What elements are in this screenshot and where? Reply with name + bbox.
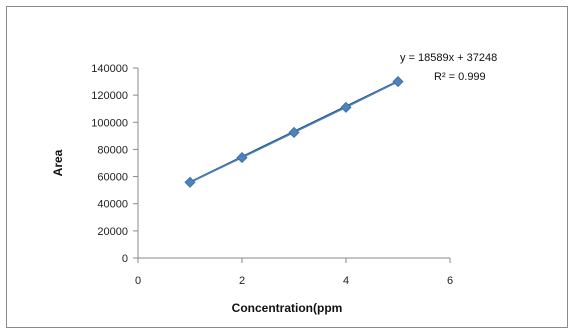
y-tick-label: 40000 [97,199,128,211]
trendline-equation: y = 18589x + 37248 [400,52,497,64]
data-point [340,101,352,113]
series-group [184,76,404,188]
y-tick-label: 60000 [97,172,128,184]
data-point [288,126,300,139]
x-tick-label: 0 [135,275,141,287]
y-tick-label: 0 [122,253,128,265]
r-squared-label: R² = 0.999 [434,71,486,83]
y-tick-label: 120000 [91,90,128,102]
chart-frame [6,6,568,328]
axes [137,68,450,259]
data-point [392,76,404,88]
y-tick-label: 100000 [91,117,128,129]
x-tick-label: 2 [239,275,245,287]
data-point [236,152,248,164]
y-axis-ticks: 0 20000 40000 60000 80000 100000 120000 140000 [91,63,138,265]
y-axis-title: Area [51,149,65,176]
y-tick-label: 80000 [97,144,128,156]
y-tick-label: 140000 [91,63,128,75]
x-tick-label: 4 [343,275,349,287]
data-point [184,176,196,188]
y-tick-label: 20000 [97,226,128,238]
x-tick-label: 6 [447,275,453,287]
x-axis-ticks: 0 2 4 6 [135,258,453,287]
x-axis-title: Concentration(ppm [232,301,343,315]
